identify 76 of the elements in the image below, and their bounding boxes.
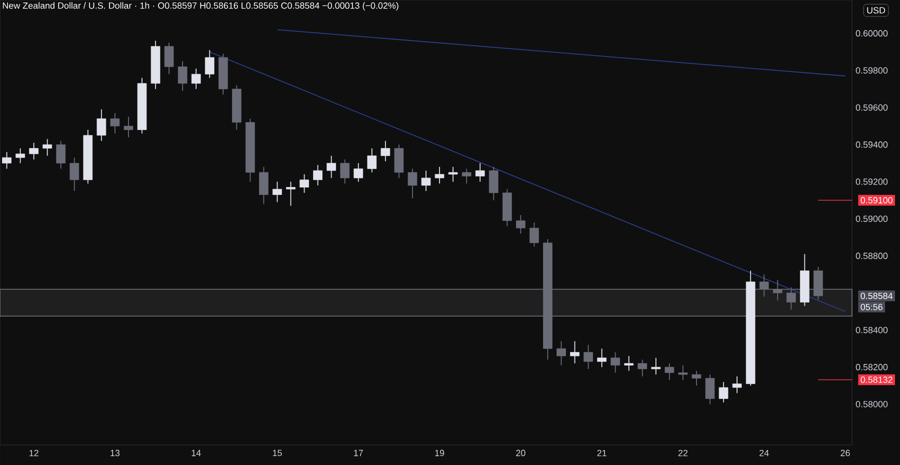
candlestick [380, 140, 390, 162]
candlestick [530, 222, 539, 248]
text: 05:56 [860, 304, 882, 310]
candlestick [448, 166, 458, 182]
candlestick [651, 357, 661, 375]
x-tick-label: 13 [110, 450, 120, 456]
candlestick [570, 340, 580, 364]
candlestick [16, 148, 25, 164]
candlestick [664, 362, 674, 381]
candlestick [313, 164, 322, 186]
y-tick-label: 0.59000 [856, 216, 888, 222]
candlestick [786, 286, 796, 310]
candlestick [421, 170, 431, 192]
candlestick [772, 280, 782, 301]
chart-title: New Zealand Dollar / U.S. Dollar · 1h · O0.58597 H0.58616 L0.58565 C0.58584 −0.00013 (−0.02%) [2, 2, 398, 11]
candlestick [516, 214, 526, 234]
candlestick [272, 181, 282, 203]
candlestick [164, 42, 174, 75]
y-tick-label: 0.58400 [856, 326, 888, 334]
candlestick [2, 152, 12, 170]
candlestick [367, 148, 377, 173]
y-tick-label: 0.58800 [856, 252, 888, 260]
candlestick [191, 68, 201, 90]
candlestick [70, 157, 80, 192]
ref-line-label: 0.59100 [860, 197, 892, 204]
y-axis-title: USD [867, 7, 886, 14]
candlestick [584, 344, 593, 370]
y-tick-label: 0.58000 [856, 401, 888, 408]
candlestick [300, 174, 309, 194]
x-tick-label: 22 [678, 450, 688, 456]
x-tick-label: 15 [272, 450, 282, 456]
candlestick [124, 116, 134, 138]
x-tick-label: 14 [192, 450, 201, 456]
candlestick [42, 138, 52, 156]
candlestick [408, 168, 418, 199]
candlestick [96, 108, 106, 142]
x-tick-label: 21 [597, 450, 606, 456]
candlestick [624, 356, 634, 372]
candlestick [178, 60, 188, 92]
candlestick [29, 142, 38, 160]
candlestick [434, 166, 444, 184]
candlestick [110, 112, 120, 134]
candlestick [462, 168, 472, 184]
candlestick [692, 370, 702, 386]
candlestick [259, 166, 268, 204]
y-tick-label: 0.59400 [856, 141, 888, 148]
text: 0.58584 [860, 292, 893, 300]
x-tick-label: 24 [760, 450, 769, 456]
x-tick-label: 12 [30, 450, 38, 456]
candlestick [326, 155, 336, 178]
y-tick-label: 0.60000 [856, 30, 888, 37]
candlestick [638, 359, 648, 377]
y-tick-label: 0.59800 [856, 67, 888, 74]
candlestick [732, 376, 742, 394]
x-tick-label: 20 [516, 450, 526, 456]
x-tick-label: 19 [435, 450, 444, 456]
ref-line-label: 0.58132 [860, 376, 892, 383]
candlestick [678, 364, 688, 381]
y-tick-label: 0.59200 [856, 178, 888, 185]
candlestick [56, 140, 66, 170]
x-tick-label: 26 [840, 450, 850, 456]
candlestick [286, 181, 296, 206]
candlestick [204, 50, 214, 78]
candlestick [705, 374, 715, 405]
candlestick [475, 162, 485, 182]
candlestick [340, 158, 350, 184]
x-tick-label: 17 [354, 450, 363, 456]
candlestick [488, 166, 498, 201]
y-tick-label: 0.59600 [856, 104, 888, 111]
candlestick [354, 162, 364, 182]
candlestick [759, 274, 769, 298]
candlestick [718, 381, 728, 403]
candlestick [556, 340, 566, 366]
candlestick [610, 352, 620, 374]
y-tick-label: 0.58200 [856, 364, 888, 370]
candlestick [597, 348, 606, 368]
